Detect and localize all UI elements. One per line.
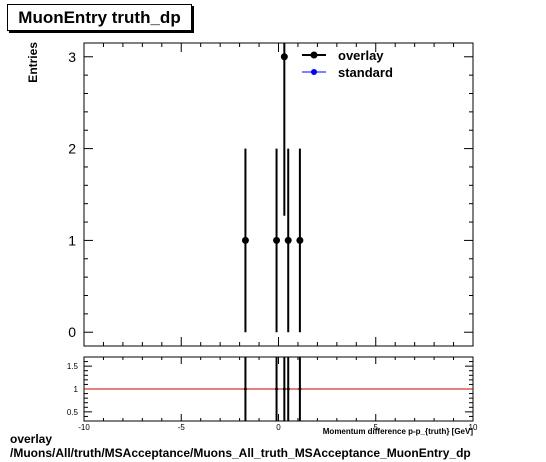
y-axis-label: Entries xyxy=(26,42,40,83)
overlay-point xyxy=(296,236,304,244)
x-tick-label: 0 xyxy=(276,423,281,432)
x-tick-label: 10 xyxy=(469,423,478,432)
ratio-point xyxy=(275,387,279,391)
y-tick-label: 2 xyxy=(68,141,76,157)
main-plot-area xyxy=(83,42,474,347)
footer-sample-label: overlay xyxy=(10,432,53,446)
y-tick-label: 0 xyxy=(68,324,76,340)
overlay-point xyxy=(280,53,288,61)
legend-overlay-label: overlay xyxy=(338,48,384,63)
overlay-point xyxy=(273,236,281,244)
y-tick-label: 3 xyxy=(68,49,76,65)
main-plot-frame: 0 1 2 3 Entries overlay standard xyxy=(26,42,474,347)
x-tick-label: -10 xyxy=(78,423,90,432)
ratio-y-tick-label: 1.5 xyxy=(67,362,79,371)
x-tick-label: 5 xyxy=(374,423,379,432)
ratio-point xyxy=(298,387,302,391)
overlay-point xyxy=(241,236,249,244)
ratio-point xyxy=(243,387,247,391)
ratio-y-tick-label: 0.5 xyxy=(67,408,79,417)
legend-standard-marker xyxy=(311,69,317,75)
ratio-point xyxy=(282,387,286,391)
x-axis-label: Momentum difference p-p_{truth} [GeV] xyxy=(323,427,474,436)
footer-histogram-path: /Muons/All/truth/MSAcceptance/Muons_All_… xyxy=(10,446,471,460)
ratio-point xyxy=(286,387,290,391)
legend-overlay-marker xyxy=(310,51,318,59)
x-tick-label: -5 xyxy=(178,423,186,432)
legend-standard-label: standard xyxy=(338,65,393,80)
legend: overlay standard xyxy=(302,48,393,80)
y-tick-label: 1 xyxy=(68,232,76,248)
chart-title: MuonEntry truth_dp xyxy=(7,4,192,31)
overlay-point xyxy=(284,236,292,244)
ratio-y-tick-label: 1 xyxy=(74,385,79,394)
